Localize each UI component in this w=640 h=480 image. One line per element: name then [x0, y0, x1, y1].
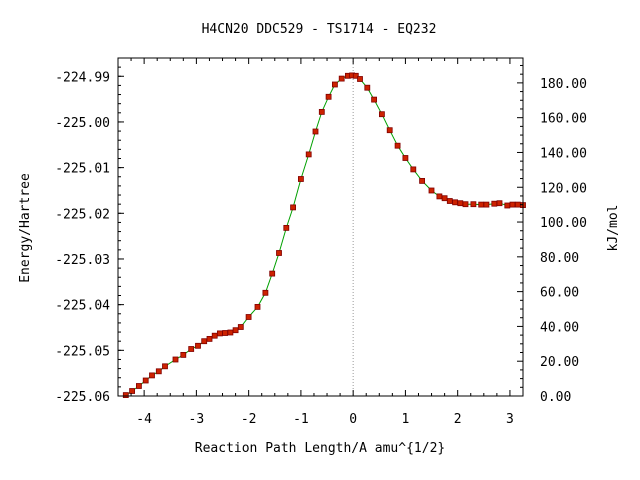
- plot-frame: [117, 57, 524, 397]
- data-point: [222, 330, 229, 336]
- data-point: [428, 187, 435, 194]
- data-points: [122, 72, 526, 399]
- y-axis-label: Energy/Hartree: [18, 173, 33, 283]
- y-tick-label: -225.04: [55, 299, 110, 314]
- data-point: [419, 177, 426, 184]
- y-tick-label: -225.01: [55, 162, 110, 177]
- y2-tick-label: 40.00: [540, 320, 579, 335]
- data-point: [149, 372, 155, 379]
- data-point: [122, 392, 129, 399]
- data-point: [441, 195, 448, 202]
- y-tick-label: -225.06: [55, 390, 110, 405]
- data-point: [483, 201, 490, 208]
- data-point: [457, 200, 464, 207]
- data-point: [290, 204, 297, 211]
- data-point: [305, 151, 312, 158]
- data-point: [504, 202, 511, 209]
- data-point: [470, 201, 477, 208]
- data-point: [338, 75, 345, 82]
- data-point: [436, 193, 443, 200]
- data-point: [352, 72, 359, 79]
- x-tick-label: 1: [402, 412, 410, 427]
- data-point: [496, 200, 503, 207]
- x-tick-label: 3: [506, 412, 514, 427]
- x-axis-label: Reaction Path Length/A amu^{1/2}: [195, 441, 445, 456]
- x-axis: -4 -3 -2 -1 0 1 2 3: [117, 58, 524, 427]
- plot-area: [122, 58, 526, 399]
- data-point: [446, 198, 453, 204]
- y2-tick-label: 180.00: [540, 77, 587, 92]
- x-tick-label: -2: [241, 412, 257, 427]
- y-axis-left: -225.06 -225.05 -225.04 -225.03 -225.02 -225.…: [55, 57, 124, 405]
- y2-tick-label: 60.00: [540, 286, 579, 301]
- energy-curve: [125, 74, 524, 396]
- y2-tick-label: 100.00: [540, 216, 587, 231]
- chart-title: H4CN20 DDC529 - TS1714 - EQ232: [202, 22, 437, 37]
- y2-tick-label: 20.00: [540, 355, 579, 370]
- y-axis-right: 0.00 20.00 40.00 60.00 80.00 100.00 120.00 140.…: [517, 64, 587, 405]
- data-point: [478, 201, 485, 208]
- data-point: [402, 155, 409, 161]
- data-point: [276, 250, 282, 256]
- data-point: [245, 314, 252, 320]
- y-tick-label: -225.03: [55, 253, 110, 268]
- x-tick-label: 0: [349, 412, 357, 427]
- data-point: [201, 338, 208, 345]
- data-point: [237, 324, 244, 330]
- data-point: [232, 327, 239, 334]
- data-point: [410, 166, 417, 173]
- data-point: [142, 377, 149, 384]
- data-point: [180, 351, 187, 358]
- data-point: [129, 388, 136, 394]
- data-point: [318, 109, 325, 115]
- data-point: [312, 128, 319, 135]
- y2-tick-label: 140.00: [540, 146, 587, 161]
- data-point: [195, 342, 201, 349]
- y-tick-label: -225.02: [55, 207, 110, 222]
- data-point: [262, 289, 269, 296]
- y-tick-label: -225.05: [55, 344, 110, 359]
- x-tick-label: -4: [136, 412, 152, 427]
- data-point: [188, 346, 195, 352]
- data-point: [325, 93, 332, 100]
- data-point: [378, 111, 385, 118]
- y-tick-label: -224.99: [55, 70, 110, 85]
- y2-axis-label: kJ/mol: [606, 205, 621, 252]
- data-point: [509, 201, 516, 208]
- x-tick-label: 2: [454, 412, 462, 427]
- data-point: [364, 84, 371, 91]
- x-tick-label: -1: [293, 412, 309, 427]
- data-point: [357, 76, 363, 82]
- data-point: [371, 96, 378, 103]
- data-point: [206, 335, 213, 342]
- x-tick-label: -3: [189, 412, 205, 427]
- data-point: [491, 200, 498, 207]
- y2-tick-label: 80.00: [540, 251, 579, 266]
- y2-tick-label: 0.00: [540, 390, 571, 405]
- data-point: [162, 363, 168, 370]
- data-point: [211, 332, 218, 339]
- data-point: [269, 270, 276, 277]
- data-point: [394, 142, 401, 149]
- data-point: [452, 199, 459, 206]
- data-point: [216, 330, 223, 337]
- data-point: [135, 383, 142, 389]
- data-point: [155, 368, 162, 375]
- data-point: [462, 201, 469, 208]
- data-point: [514, 201, 521, 208]
- data-point: [297, 176, 304, 182]
- y2-tick-label: 160.00: [540, 112, 587, 127]
- y-tick-label: -225.00: [55, 116, 110, 131]
- data-point: [172, 356, 179, 363]
- y2-tick-label: 120.00: [540, 181, 587, 196]
- data-point: [254, 303, 261, 310]
- data-point: [227, 329, 234, 336]
- data-point: [283, 224, 290, 231]
- data-point: [331, 81, 338, 88]
- data-point: [386, 127, 393, 134]
